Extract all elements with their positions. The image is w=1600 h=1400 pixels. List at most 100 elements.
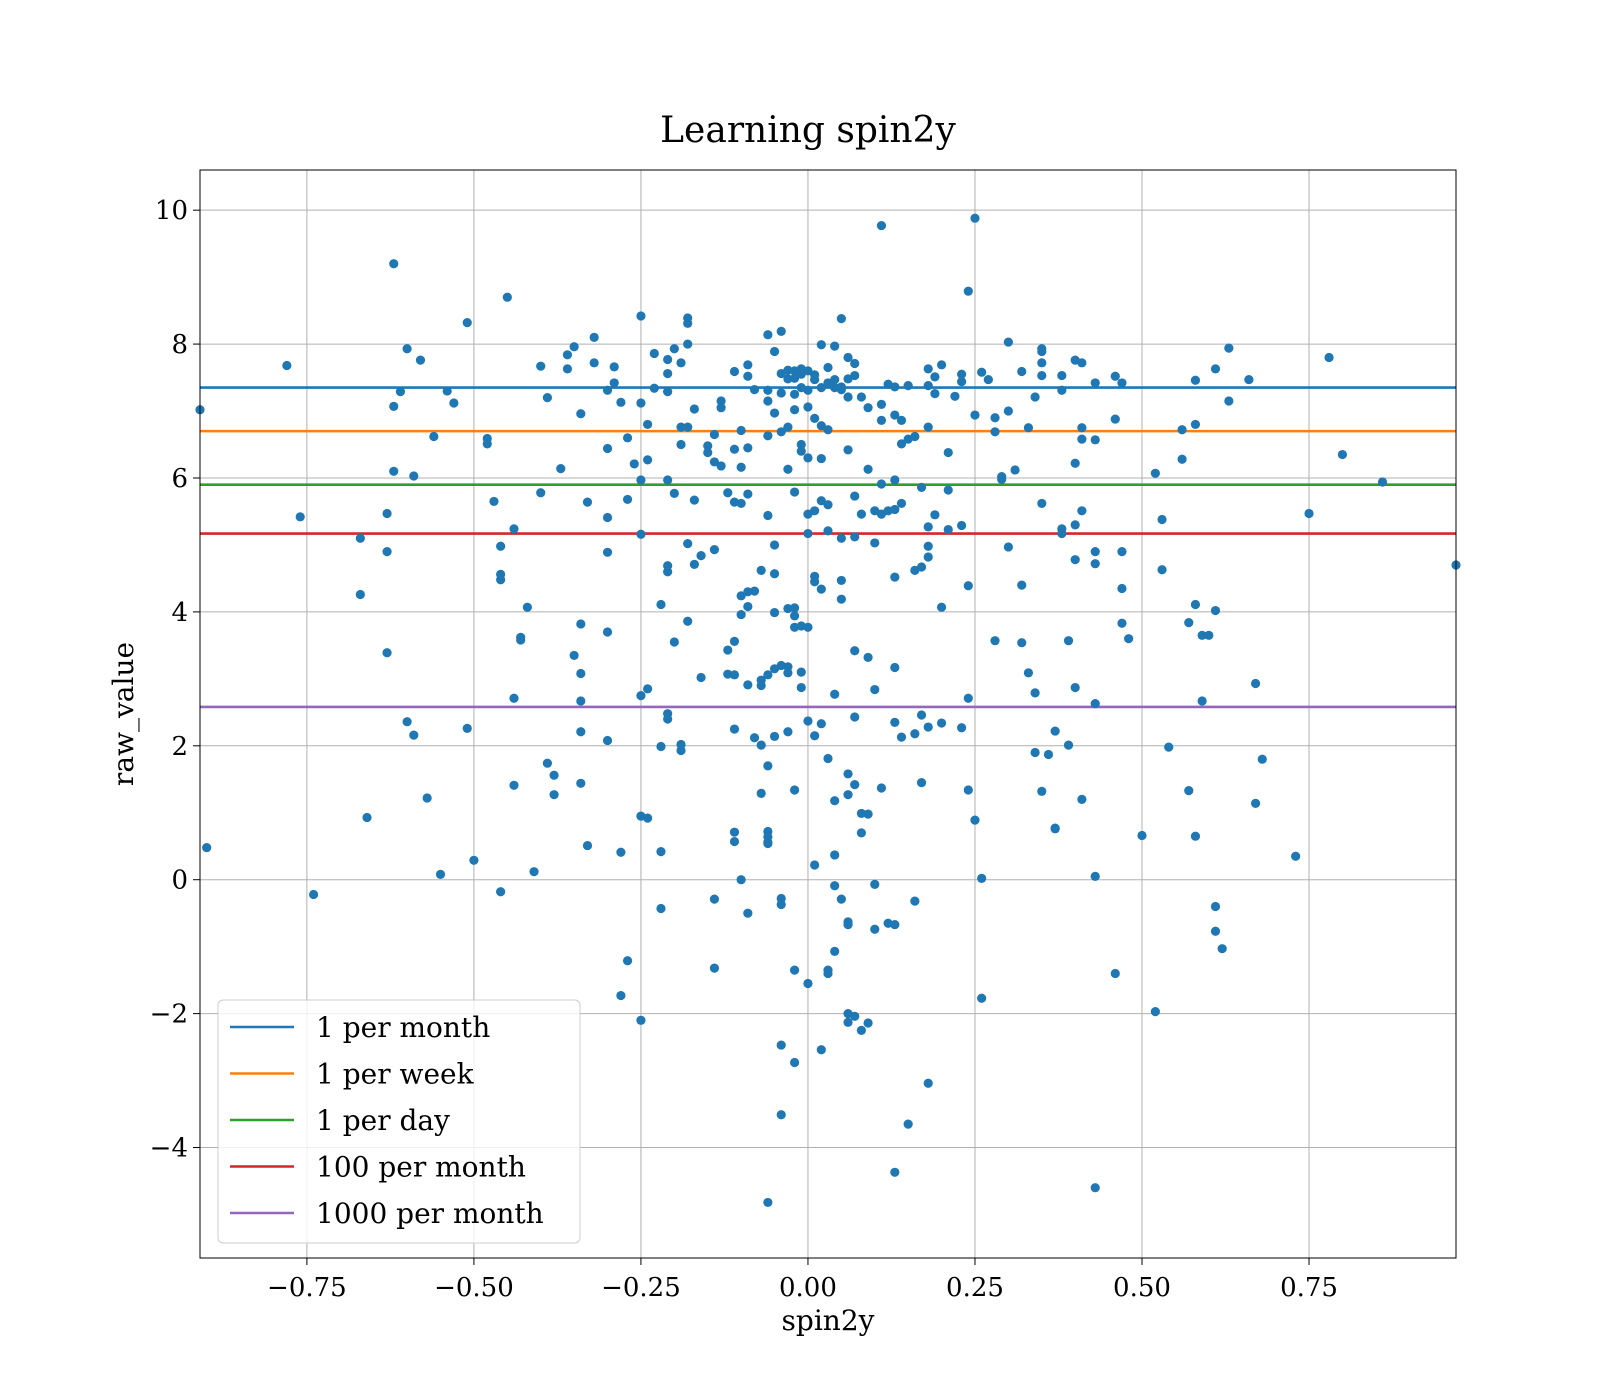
data-point bbox=[409, 730, 419, 740]
data-point bbox=[683, 539, 693, 549]
data-point bbox=[816, 383, 826, 393]
data-point bbox=[830, 881, 840, 891]
data-point bbox=[1224, 343, 1234, 353]
data-point bbox=[1090, 435, 1100, 445]
data-point bbox=[843, 769, 853, 779]
data-point bbox=[729, 836, 740, 847]
data-point bbox=[643, 419, 653, 430]
data-point bbox=[816, 496, 826, 506]
data-point bbox=[1023, 423, 1034, 433]
data-point bbox=[803, 978, 813, 989]
data-point bbox=[295, 512, 305, 522]
legend-label: 1 per month bbox=[316, 1011, 490, 1044]
data-point bbox=[923, 522, 933, 532]
data-point bbox=[462, 723, 472, 733]
data-point bbox=[856, 808, 867, 819]
data-point bbox=[1070, 555, 1080, 565]
data-point bbox=[890, 475, 900, 485]
data-point bbox=[743, 680, 753, 690]
data-point bbox=[930, 372, 940, 382]
data-point bbox=[616, 847, 626, 857]
data-point bbox=[870, 924, 880, 934]
data-point bbox=[796, 667, 806, 677]
data-point bbox=[850, 712, 860, 722]
data-point bbox=[783, 365, 793, 375]
data-point bbox=[622, 956, 633, 966]
x-axis-ticks: −0.75 −0.50 −0.25 0.00 0.25 0.50 0.75 bbox=[267, 1258, 1338, 1303]
data-point bbox=[536, 361, 546, 371]
data-point bbox=[669, 488, 679, 498]
data-point bbox=[409, 471, 419, 481]
data-point bbox=[1017, 638, 1027, 648]
data-point bbox=[1291, 851, 1301, 861]
data-point bbox=[963, 581, 973, 591]
data-point bbox=[783, 603, 793, 614]
data-point bbox=[1023, 668, 1034, 678]
data-point bbox=[616, 990, 626, 1001]
data-point bbox=[923, 541, 933, 551]
grid-lines bbox=[200, 170, 1456, 1258]
data-point bbox=[1057, 385, 1067, 395]
data-point bbox=[743, 601, 753, 612]
data-point bbox=[957, 369, 967, 379]
data-point bbox=[836, 594, 846, 604]
data-point bbox=[789, 785, 800, 795]
data-point bbox=[1090, 547, 1100, 557]
data-point bbox=[769, 569, 780, 579]
data-point bbox=[977, 873, 987, 883]
data-point bbox=[763, 385, 773, 395]
data-point bbox=[830, 341, 840, 351]
x-tick-label: −0.25 bbox=[601, 1273, 681, 1303]
data-point bbox=[830, 946, 840, 956]
data-point bbox=[689, 559, 699, 569]
data-point bbox=[649, 383, 659, 393]
x-tick-label: 0.50 bbox=[1113, 1273, 1171, 1303]
data-point bbox=[1150, 1007, 1160, 1017]
data-point bbox=[709, 963, 720, 973]
data-point bbox=[783, 464, 793, 474]
data-point bbox=[736, 498, 746, 509]
data-point bbox=[1037, 370, 1047, 381]
data-point bbox=[749, 385, 760, 395]
data-point bbox=[549, 770, 559, 780]
data-point bbox=[1157, 514, 1167, 525]
data-point bbox=[823, 753, 833, 764]
data-point bbox=[843, 1017, 853, 1027]
data-point bbox=[1070, 520, 1080, 530]
plot-area-frame bbox=[199, 169, 1457, 1259]
data-point bbox=[663, 714, 673, 724]
data-point bbox=[643, 684, 653, 694]
data-point bbox=[1190, 831, 1201, 841]
data-point bbox=[810, 506, 820, 516]
data-point bbox=[856, 828, 867, 838]
data-point bbox=[636, 529, 646, 539]
data-point bbox=[676, 422, 686, 432]
data-point bbox=[1003, 406, 1013, 416]
data-point bbox=[663, 354, 673, 365]
data-point bbox=[496, 575, 506, 585]
data-point bbox=[435, 869, 446, 879]
data-point bbox=[950, 391, 960, 401]
data-point bbox=[509, 693, 519, 703]
data-point bbox=[529, 867, 539, 877]
data-point bbox=[1164, 742, 1174, 752]
data-point bbox=[716, 403, 726, 413]
data-point bbox=[803, 385, 813, 395]
data-point bbox=[776, 388, 786, 398]
data-point bbox=[990, 413, 1000, 423]
data-point bbox=[1037, 346, 1047, 357]
data-point bbox=[756, 565, 766, 575]
data-point bbox=[1110, 371, 1120, 381]
data-point bbox=[676, 439, 686, 450]
data-point bbox=[663, 368, 673, 379]
data-point bbox=[756, 788, 766, 798]
data-point bbox=[1150, 468, 1160, 478]
data-point bbox=[1324, 352, 1334, 363]
data-point bbox=[622, 433, 633, 443]
data-point bbox=[943, 524, 953, 535]
data-point bbox=[1090, 559, 1100, 569]
data-point bbox=[763, 838, 773, 849]
data-point bbox=[816, 719, 826, 729]
data-point bbox=[1077, 358, 1087, 368]
data-point bbox=[362, 812, 372, 823]
